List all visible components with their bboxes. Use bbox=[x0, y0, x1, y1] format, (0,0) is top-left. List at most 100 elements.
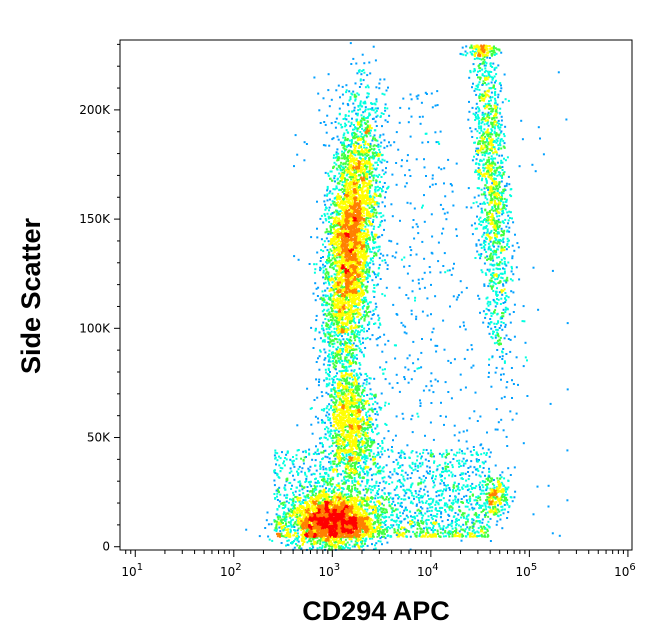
event-dot bbox=[326, 193, 329, 196]
event-dot bbox=[332, 507, 335, 510]
event-dot bbox=[364, 106, 367, 109]
event-dot bbox=[321, 524, 324, 527]
event-dot bbox=[364, 517, 366, 519]
event-dot bbox=[344, 298, 347, 301]
event-dot bbox=[354, 82, 357, 85]
event-dot bbox=[350, 178, 353, 181]
event-dot bbox=[368, 158, 371, 161]
event-dot bbox=[306, 486, 309, 488]
event-dot bbox=[361, 527, 364, 530]
event-dot bbox=[376, 185, 379, 188]
event-dot bbox=[350, 172, 353, 175]
event-dot bbox=[358, 331, 361, 334]
event-dot bbox=[351, 294, 354, 297]
event-dot bbox=[360, 295, 363, 298]
event-dot bbox=[354, 531, 357, 534]
event-dot bbox=[302, 517, 305, 520]
event-dot bbox=[337, 518, 340, 520]
event-dot bbox=[352, 152, 355, 155]
event-dot bbox=[316, 540, 319, 543]
event-dot bbox=[332, 502, 335, 505]
event-dot bbox=[372, 228, 375, 230]
event-dot bbox=[334, 231, 337, 234]
event-dot bbox=[349, 180, 352, 183]
event-dot bbox=[356, 72, 359, 75]
event-dot bbox=[347, 217, 350, 220]
event-dot bbox=[359, 298, 362, 301]
event-dot bbox=[349, 255, 351, 258]
event-dot bbox=[363, 304, 366, 307]
event-dot bbox=[371, 537, 374, 540]
event-dot bbox=[341, 242, 344, 244]
event-dot bbox=[327, 526, 330, 529]
event-dot bbox=[320, 506, 322, 509]
event-dot bbox=[280, 520, 283, 523]
event-dot bbox=[344, 524, 346, 527]
event-dot bbox=[295, 543, 297, 545]
event-dot bbox=[362, 184, 365, 187]
event-dot bbox=[313, 543, 316, 546]
event-dot bbox=[378, 82, 381, 85]
event-dot bbox=[339, 547, 342, 550]
event-dot bbox=[353, 273, 356, 276]
event-dot bbox=[305, 529, 308, 532]
event-dot bbox=[337, 335, 339, 337]
event-dot bbox=[369, 129, 372, 132]
event-dot bbox=[338, 157, 341, 160]
event-dot bbox=[339, 167, 342, 170]
event-dot bbox=[358, 507, 361, 510]
event-dot bbox=[354, 511, 357, 514]
event-dot bbox=[370, 250, 373, 253]
event-dot bbox=[353, 201, 356, 204]
event-dot bbox=[340, 169, 343, 172]
event-dot bbox=[325, 487, 327, 490]
event-dot bbox=[353, 249, 356, 252]
event-dot bbox=[373, 242, 376, 244]
event-dot bbox=[373, 290, 376, 293]
event-dot bbox=[330, 122, 333, 125]
event-dot bbox=[287, 539, 290, 542]
event-dot bbox=[284, 505, 287, 508]
event-dot bbox=[339, 123, 342, 126]
event-dot bbox=[356, 244, 359, 247]
event-dot bbox=[341, 342, 344, 345]
event-dot bbox=[340, 537, 342, 540]
event-dot bbox=[353, 128, 356, 131]
event-dot bbox=[378, 526, 381, 529]
event-dot bbox=[326, 498, 329, 501]
event-dot bbox=[357, 509, 360, 512]
event-dot bbox=[324, 208, 327, 211]
event-dot bbox=[326, 199, 329, 202]
event-dot bbox=[341, 142, 344, 145]
event-dot bbox=[285, 528, 288, 531]
event-dot bbox=[386, 541, 389, 544]
event-dot bbox=[371, 205, 374, 208]
event-dot bbox=[386, 268, 389, 270]
event-dot bbox=[347, 235, 350, 238]
event-dot bbox=[350, 313, 353, 316]
event-dot bbox=[340, 492, 343, 495]
event-dot bbox=[363, 510, 366, 513]
event-dot bbox=[347, 265, 349, 268]
event-dot bbox=[364, 102, 367, 105]
event-dot bbox=[325, 219, 328, 222]
event-dot bbox=[321, 531, 324, 534]
event-dot bbox=[376, 139, 379, 142]
event-dot bbox=[314, 329, 317, 332]
event-dot bbox=[343, 547, 346, 550]
event-dot bbox=[339, 263, 342, 266]
event-dot bbox=[296, 524, 299, 527]
event-dot bbox=[309, 498, 312, 500]
event-dot bbox=[345, 403, 348, 406]
event-dot bbox=[360, 83, 363, 86]
event-dot bbox=[313, 541, 316, 544]
event-dot bbox=[335, 317, 338, 320]
event-dot bbox=[358, 534, 361, 536]
event-dot bbox=[347, 328, 350, 331]
event-dot bbox=[301, 500, 304, 503]
event-dot bbox=[328, 230, 331, 233]
event-dot bbox=[373, 196, 376, 199]
event-dot bbox=[364, 500, 367, 502]
event-dot bbox=[314, 282, 317, 285]
event-dot bbox=[378, 136, 381, 139]
